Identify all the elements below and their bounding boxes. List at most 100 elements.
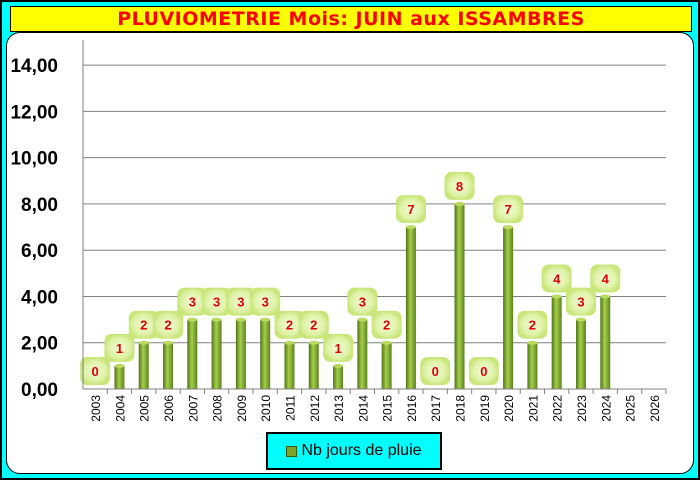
bar xyxy=(235,319,246,389)
bar xyxy=(138,342,149,389)
legend-label: Nb jours de pluie xyxy=(301,442,422,459)
bar-cap xyxy=(187,317,198,322)
x-tick-label: 2014 xyxy=(356,395,370,422)
data-label: 2 xyxy=(529,318,536,333)
data-label: 4 xyxy=(602,271,610,286)
y-tick-label: 12,00 xyxy=(10,102,58,123)
y-tick-label: 0,00 xyxy=(21,380,58,401)
data-label: 2 xyxy=(383,318,390,333)
data-label: 0 xyxy=(480,364,487,379)
bar-cap xyxy=(575,317,586,322)
x-tick-label: 2023 xyxy=(575,395,589,422)
legend-swatch xyxy=(286,445,298,457)
bar-cap xyxy=(600,294,611,299)
x-tick-label: 2019 xyxy=(478,395,492,422)
x-tick-label: 2022 xyxy=(551,395,565,422)
bar xyxy=(575,319,586,389)
x-tick-label: 2021 xyxy=(526,395,540,422)
bar-cap xyxy=(138,340,149,345)
x-tick-label: 2003 xyxy=(89,395,103,422)
y-tick-label: 6,00 xyxy=(21,241,58,262)
bar-cap xyxy=(503,225,514,230)
data-label: 3 xyxy=(213,295,220,310)
data-label: 3 xyxy=(577,295,584,310)
bar-cap xyxy=(551,294,562,299)
plot-panel xyxy=(6,32,694,474)
bar-cap xyxy=(260,317,271,322)
y-tick-label: 2,00 xyxy=(21,334,58,355)
x-tick-label: 2007 xyxy=(186,395,200,422)
bar xyxy=(405,227,416,389)
data-label-bubble xyxy=(420,357,451,385)
x-tick-label: 2018 xyxy=(454,395,468,422)
bar-cap xyxy=(405,225,416,230)
x-tick-label: 2008 xyxy=(211,395,225,422)
data-label: 2 xyxy=(164,318,171,333)
x-tick-label: 2017 xyxy=(429,395,443,422)
data-label-bubble xyxy=(104,333,135,362)
x-tick-label: 2015 xyxy=(381,395,395,422)
data-label-bubble xyxy=(201,287,232,316)
data-label-bubble xyxy=(225,287,256,316)
x-tick-label: 2009 xyxy=(235,395,249,422)
bar xyxy=(527,342,538,389)
data-label-bubble xyxy=(347,287,378,316)
data-label-bubble xyxy=(153,310,184,339)
x-tick-label: 2013 xyxy=(332,395,346,422)
bar-cap xyxy=(357,317,368,322)
x-tick-label: 2011 xyxy=(283,395,297,421)
data-label: 1 xyxy=(334,341,341,356)
data-label: 7 xyxy=(407,202,414,217)
bar xyxy=(551,296,562,389)
data-label: 8 xyxy=(456,179,463,194)
x-tick-label: 2016 xyxy=(405,395,419,422)
y-tick-label: 8,00 xyxy=(21,195,58,216)
data-label: 0 xyxy=(92,364,99,379)
bar xyxy=(284,342,295,389)
bar xyxy=(114,365,125,389)
data-label-bubble xyxy=(541,264,572,293)
bar xyxy=(211,319,222,389)
x-tick-label: 2025 xyxy=(624,395,638,422)
y-tick-label: 4,00 xyxy=(21,287,58,308)
data-label: 2 xyxy=(310,318,317,333)
x-tick-label: 2006 xyxy=(162,395,176,422)
x-tick-label: 2012 xyxy=(308,395,322,422)
data-label: 2 xyxy=(286,318,293,333)
x-tick-label: 2026 xyxy=(648,395,662,422)
data-label: 3 xyxy=(189,295,196,310)
data-label-bubble xyxy=(395,195,426,224)
data-label: 3 xyxy=(237,295,244,310)
data-label: 3 xyxy=(262,295,269,310)
bar-cap xyxy=(211,317,222,322)
x-tick-label: 2004 xyxy=(113,395,127,422)
bar-cap xyxy=(284,340,295,345)
data-label-bubble xyxy=(323,333,354,362)
data-label: 2 xyxy=(140,318,147,333)
data-label: 0 xyxy=(432,364,439,379)
data-label-bubble xyxy=(371,310,402,339)
bar-cap xyxy=(527,340,538,345)
data-label: 4 xyxy=(553,271,561,286)
bar-cap xyxy=(454,201,465,206)
data-label-bubble xyxy=(80,357,111,385)
data-label-bubble xyxy=(298,310,329,339)
bar xyxy=(187,319,198,389)
data-label: 1 xyxy=(116,341,123,356)
bar-cap xyxy=(163,340,174,345)
data-label-bubble xyxy=(517,310,548,339)
bar xyxy=(503,227,514,389)
x-tick-label: 2024 xyxy=(599,395,613,422)
data-label-bubble xyxy=(444,171,475,200)
x-tick-label: 2020 xyxy=(502,395,516,422)
legend: Nb jours de pluie xyxy=(266,432,442,470)
bar xyxy=(163,342,174,389)
bar-cap xyxy=(381,340,392,345)
x-tick-label: 2005 xyxy=(138,395,152,422)
bar-cap xyxy=(333,363,344,368)
x-tick-label: 2010 xyxy=(259,395,273,422)
bar xyxy=(333,365,344,389)
bar-cap xyxy=(235,317,246,322)
data-label-bubble xyxy=(565,287,596,316)
